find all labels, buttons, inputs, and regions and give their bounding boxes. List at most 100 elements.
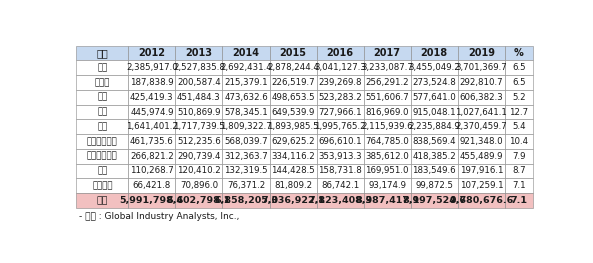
Bar xyxy=(411,149,458,164)
Text: 5.2: 5.2 xyxy=(512,93,525,102)
Text: 8.7: 8.7 xyxy=(512,166,525,175)
Text: 1,717,739.5: 1,717,739.5 xyxy=(173,122,225,131)
Text: 7,336,922.1: 7,336,922.1 xyxy=(261,196,325,205)
Bar xyxy=(76,149,128,164)
Bar xyxy=(270,193,317,208)
Text: 838,569.4: 838,569.4 xyxy=(413,137,456,146)
Bar xyxy=(411,178,458,193)
Text: 66,421.8: 66,421.8 xyxy=(133,181,171,190)
Text: 70,896.0: 70,896.0 xyxy=(180,181,218,190)
Text: 86,742.1: 86,742.1 xyxy=(321,181,359,190)
Bar xyxy=(458,178,505,193)
Bar xyxy=(458,149,505,164)
Text: 2,878,244.4: 2,878,244.4 xyxy=(267,63,319,72)
Text: - 출처 : Global Industry Analysts, Inc.,: - 출처 : Global Industry Analysts, Inc., xyxy=(79,212,239,221)
Text: 445,974.9: 445,974.9 xyxy=(130,108,174,117)
Text: 418,385.2: 418,385.2 xyxy=(412,152,456,161)
Text: 6.5: 6.5 xyxy=(512,78,525,87)
Bar xyxy=(505,46,533,60)
Text: 132,319.5: 132,319.5 xyxy=(224,166,268,175)
Bar xyxy=(364,119,411,134)
Text: 239,269.8: 239,269.8 xyxy=(318,78,362,87)
Bar xyxy=(76,46,128,60)
Text: 99,872.5: 99,872.5 xyxy=(415,181,453,190)
Bar xyxy=(364,149,411,164)
Text: 816,969.0: 816,969.0 xyxy=(365,108,409,117)
Bar xyxy=(364,178,411,193)
Bar xyxy=(222,193,270,208)
Bar xyxy=(270,119,317,134)
Text: 187,838.9: 187,838.9 xyxy=(130,78,174,87)
Bar xyxy=(176,193,222,208)
Text: 510,869.9: 510,869.9 xyxy=(177,108,221,117)
Text: 93,174.9: 93,174.9 xyxy=(368,181,406,190)
Bar xyxy=(505,178,533,193)
Bar xyxy=(76,134,128,149)
Bar xyxy=(222,178,270,193)
Text: 중동: 중동 xyxy=(97,166,107,175)
Bar xyxy=(76,90,128,105)
Text: 577,641.0: 577,641.0 xyxy=(412,93,456,102)
Text: 일본: 일본 xyxy=(97,93,107,102)
Text: 7.1: 7.1 xyxy=(512,181,525,190)
Bar xyxy=(411,105,458,119)
Bar xyxy=(270,134,317,149)
Bar xyxy=(176,46,222,60)
Bar xyxy=(411,164,458,178)
Bar xyxy=(364,75,411,90)
Bar xyxy=(458,105,505,119)
Text: 3,701,369.7: 3,701,369.7 xyxy=(455,63,507,72)
Text: 120,410.2: 120,410.2 xyxy=(177,166,221,175)
Text: 312,363.7: 312,363.7 xyxy=(224,152,268,161)
Text: 353,913.3: 353,913.3 xyxy=(318,152,362,161)
Bar xyxy=(411,134,458,149)
Text: 7,823,408.9: 7,823,408.9 xyxy=(308,196,372,205)
Text: 라틴아메리카: 라틴아메리카 xyxy=(87,152,118,161)
Bar xyxy=(76,75,128,90)
Text: 915,048.1: 915,048.1 xyxy=(413,108,456,117)
Text: 12.7: 12.7 xyxy=(509,108,528,117)
Bar xyxy=(222,60,270,75)
Text: 6,402,798.1: 6,402,798.1 xyxy=(167,196,231,205)
Bar xyxy=(270,60,317,75)
Bar xyxy=(505,90,533,105)
Bar xyxy=(222,134,270,149)
Text: 7.1: 7.1 xyxy=(511,196,527,205)
Text: 2,235,884.9: 2,235,884.9 xyxy=(409,122,460,131)
Bar xyxy=(458,134,505,149)
Bar xyxy=(364,193,411,208)
Bar xyxy=(317,75,364,90)
Bar xyxy=(317,164,364,178)
Text: 3,041,127.3: 3,041,127.3 xyxy=(314,63,366,72)
Text: 649,539.9: 649,539.9 xyxy=(272,108,315,117)
Bar xyxy=(317,119,364,134)
Text: 169,951.0: 169,951.0 xyxy=(365,166,409,175)
Text: 2018: 2018 xyxy=(421,48,448,58)
Bar xyxy=(176,75,222,90)
Bar xyxy=(128,105,176,119)
Text: 10.4: 10.4 xyxy=(509,137,528,146)
Bar xyxy=(222,46,270,60)
Bar xyxy=(76,178,128,193)
Text: 캐나다: 캐나다 xyxy=(95,78,110,87)
Text: 1,027,641.1: 1,027,641.1 xyxy=(455,108,508,117)
Text: 1,809,322.7: 1,809,322.7 xyxy=(220,122,272,131)
Bar xyxy=(176,164,222,178)
Text: 215,379.1: 215,379.1 xyxy=(224,78,268,87)
Text: 2012: 2012 xyxy=(138,48,165,58)
Bar xyxy=(128,193,176,208)
Bar xyxy=(128,149,176,164)
Text: 921,348.0: 921,348.0 xyxy=(460,137,503,146)
Text: 아시아태평양: 아시아태평양 xyxy=(87,137,118,146)
Text: 8,997,524.7: 8,997,524.7 xyxy=(402,196,467,205)
Text: 미국: 미국 xyxy=(97,63,107,72)
Text: 2016: 2016 xyxy=(327,48,353,58)
Text: 696,610.1: 696,610.1 xyxy=(318,137,362,146)
Bar xyxy=(76,60,128,75)
Bar xyxy=(222,105,270,119)
Text: 385,612.0: 385,612.0 xyxy=(365,152,409,161)
Bar xyxy=(411,46,458,60)
Text: 6.5: 6.5 xyxy=(512,63,525,72)
Text: 498,653.5: 498,653.5 xyxy=(271,93,315,102)
Text: 461,735.6: 461,735.6 xyxy=(130,137,174,146)
